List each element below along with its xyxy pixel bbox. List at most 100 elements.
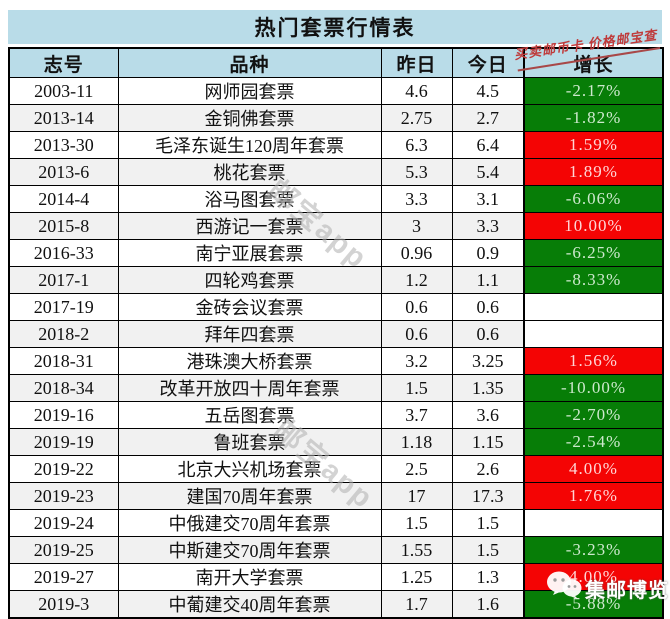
cell-variety: 南宁亚展套票 [117, 239, 382, 267]
cell-today-price: 6.4 [451, 131, 525, 159]
table-row: 2018-34 改革开放四十周年套票 1.5 1.35 -10.00% [8, 374, 664, 402]
wechat-account-badge: 集邮博览 [545, 570, 669, 606]
cell-yesterday-price: 6.3 [380, 131, 453, 159]
cell-today-price: 3.6 [451, 401, 525, 429]
wechat-icon [545, 570, 583, 606]
table-row: 2019-23 建国70周年套票 17 17.3 1.76% [8, 482, 664, 510]
cell-yesterday-price: 1.2 [380, 266, 453, 294]
cell-today-price: 3.1 [451, 185, 525, 213]
cell-today-price: 0.6 [451, 320, 525, 348]
col-header-change: 增长 [523, 47, 664, 78]
cell-change-percent [523, 509, 664, 537]
cell-yesterday-price: 5.3 [380, 158, 453, 186]
cell-change-percent: 4.00% [523, 455, 664, 483]
table-row: 2015-8 西游记一套票 3 3.3 10.00% [8, 212, 664, 240]
cell-change-percent: -6.25% [523, 239, 664, 267]
cell-today-price: 1.5 [451, 536, 525, 564]
header-row: 志号 品种 昨日 今日 增长 [8, 47, 664, 78]
table-row: 2016-33 南宁亚展套票 0.96 0.9 -6.25% [8, 239, 664, 267]
cell-catalog-no: 2018-34 [8, 374, 119, 402]
cell-yesterday-price: 2.5 [380, 455, 453, 483]
cell-variety: 毛泽东诞生120周年套票 [117, 131, 382, 159]
cell-catalog-no: 2019-23 [8, 482, 119, 510]
table-row: 2013-6 桃花套票 5.3 5.4 1.89% [8, 158, 664, 186]
cell-variety: 建国70周年套票 [117, 482, 382, 510]
cell-variety: 港珠澳大桥套票 [117, 347, 382, 375]
cell-catalog-no: 2016-33 [8, 239, 119, 267]
cell-catalog-no: 2017-19 [8, 293, 119, 321]
cell-catalog-no: 2013-30 [8, 131, 119, 159]
table-row: 2018-2 拜年四套票 0.6 0.6 [8, 320, 664, 348]
cell-variety: 中葡建交40周年套票 [117, 590, 382, 619]
cell-catalog-no: 2019-19 [8, 428, 119, 456]
cell-change-percent: -10.00% [523, 374, 664, 402]
cell-change-percent: 4.00% [523, 563, 664, 591]
table-row: 2019-3 中葡建交40周年套票 1.7 1.6 -5.88% [8, 590, 664, 619]
table-row: 2013-30 毛泽东诞生120周年套票 6.3 6.4 1.59% [8, 131, 664, 159]
cell-variety: 改革开放四十周年套票 [117, 374, 382, 402]
cell-yesterday-price: 3.7 [380, 401, 453, 429]
cell-catalog-no: 2019-25 [8, 536, 119, 564]
cell-yesterday-price: 0.96 [380, 239, 453, 267]
table-row: 2019-24 中俄建交70周年套票 1.5 1.5 [8, 509, 664, 537]
cell-variety: 桃花套票 [117, 158, 382, 186]
cell-change-percent: -8.33% [523, 266, 664, 294]
table-row: 2019-27 南开大学套票 1.25 1.3 4.00% [8, 563, 664, 591]
cell-change-percent: -6.06% [523, 185, 664, 213]
stamp-price-sheet: 热门套票行情表 买卖邮币卡 价格邮宝查 志号 品种 昨日 今日 增长 2003-… [8, 10, 664, 619]
cell-catalog-no: 2019-3 [8, 590, 119, 619]
cell-variety: 浴马图套票 [117, 185, 382, 213]
cell-variety: 金铜佛套票 [117, 104, 382, 132]
table-row: 2019-16 五岳图套票 3.7 3.6 -2.70% [8, 401, 664, 429]
wechat-account-name: 集邮博览 [585, 579, 669, 602]
cell-catalog-no: 2019-27 [8, 563, 119, 591]
cell-today-price: 2.6 [451, 455, 525, 483]
cell-variety: 四轮鸡套票 [117, 266, 382, 294]
cell-change-percent: -1.82% [523, 104, 664, 132]
cell-today-price: 3.25 [451, 347, 525, 375]
cell-today-price: 4.5 [451, 77, 525, 105]
price-table-header: 志号 品种 昨日 今日 增长 [8, 47, 664, 78]
cell-catalog-no: 2003-11 [8, 77, 119, 105]
cell-variety: 五岳图套票 [117, 401, 382, 429]
price-table: 志号 品种 昨日 今日 增长 2003-11 网师园套票 4.6 4.5 -2.… [8, 47, 664, 619]
cell-change-percent: -2.54% [523, 428, 664, 456]
cell-catalog-no: 2018-2 [8, 320, 119, 348]
cell-today-price: 0.9 [451, 239, 525, 267]
cell-today-price: 5.4 [451, 158, 525, 186]
cell-yesterday-price: 1.25 [380, 563, 453, 591]
cell-variety: 中斯建交70周年套票 [117, 536, 382, 564]
cell-today-price: 1.3 [451, 563, 525, 591]
cell-today-price: 1.6 [451, 590, 525, 619]
cell-today-price: 0.6 [451, 293, 525, 321]
col-header-yesterday: 昨日 [380, 47, 453, 78]
price-table-body: 2003-11 网师园套票 4.6 4.5 -2.17% 2013-14 金铜佛… [8, 77, 664, 619]
cell-today-price: 1.5 [451, 509, 525, 537]
table-row: 2014-4 浴马图套票 3.3 3.1 -6.06% [8, 185, 664, 213]
cell-yesterday-price: 1.18 [380, 428, 453, 456]
table-row: 2017-1 四轮鸡套票 1.2 1.1 -8.33% [8, 266, 664, 294]
cell-yesterday-price: 1.5 [380, 374, 453, 402]
cell-yesterday-price: 2.75 [380, 104, 453, 132]
col-header-variety: 品种 [117, 47, 382, 78]
cell-change-percent: 1.59% [523, 131, 664, 159]
cell-change-percent: -5.88% [523, 590, 664, 619]
cell-change-percent: 1.76% [523, 482, 664, 510]
cell-yesterday-price: 3 [380, 212, 453, 240]
col-header-catalog-no: 志号 [8, 47, 119, 78]
cell-variety: 拜年四套票 [117, 320, 382, 348]
cell-change-percent: 1.56% [523, 347, 664, 375]
cell-catalog-no: 2013-14 [8, 104, 119, 132]
cell-yesterday-price: 3.3 [380, 185, 453, 213]
cell-change-percent [523, 320, 664, 348]
cell-variety: 金砖会议套票 [117, 293, 382, 321]
cell-catalog-no: 2017-1 [8, 266, 119, 294]
cell-catalog-no: 2019-22 [8, 455, 119, 483]
cell-change-percent: 1.89% [523, 158, 664, 186]
cell-today-price: 1.15 [451, 428, 525, 456]
cell-catalog-no: 2019-16 [8, 401, 119, 429]
cell-today-price: 3.3 [451, 212, 525, 240]
cell-yesterday-price: 1.5 [380, 509, 453, 537]
table-row: 2019-25 中斯建交70周年套票 1.55 1.5 -3.23% [8, 536, 664, 564]
cell-yesterday-price: 1.7 [380, 590, 453, 619]
